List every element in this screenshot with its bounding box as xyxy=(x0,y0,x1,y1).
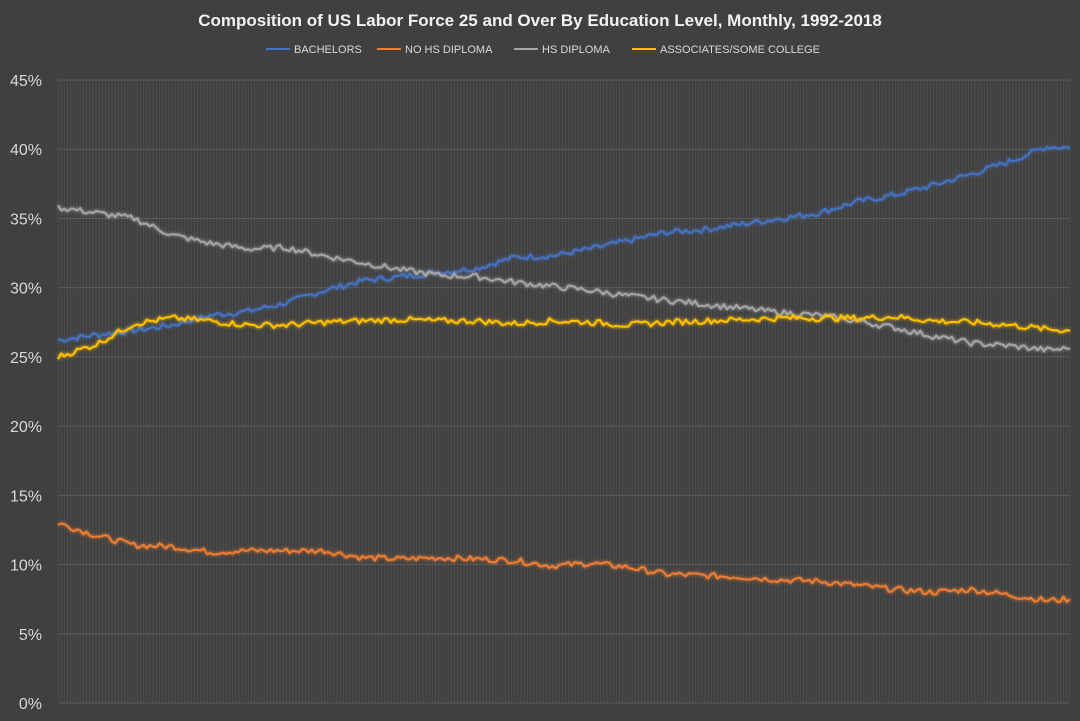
y-tick-label: 30% xyxy=(10,281,42,298)
y-tick-label: 5% xyxy=(19,627,42,644)
y-axis: 0% 5% 10% 15% 20% 25% 30% 35% 40% 45% xyxy=(10,73,42,713)
y-tick-label: 40% xyxy=(10,142,42,159)
y-tick-label: 35% xyxy=(10,211,42,228)
y-tick-label: 0% xyxy=(19,696,42,713)
legend-label: ASSOCIATES/SOME COLLEGE xyxy=(660,44,820,56)
series-line xyxy=(57,204,1071,353)
series-line xyxy=(57,145,1071,343)
series-line xyxy=(57,313,1071,360)
legend-label: BACHELORS xyxy=(294,44,362,56)
grid xyxy=(57,79,1071,704)
legend-label: HS DIPLOMA xyxy=(542,44,611,56)
legend: BACHELORS NO HS DIPLOMA HS DIPLOMA ASSOCIAT… xyxy=(266,44,820,56)
y-tick-label: 45% xyxy=(10,73,42,90)
series-line xyxy=(57,522,1071,603)
y-tick-label: 15% xyxy=(10,488,42,505)
y-tick-label: 10% xyxy=(10,558,42,575)
chart-title: Composition of US Labor Force 25 and Ove… xyxy=(198,11,882,30)
y-tick-label: 25% xyxy=(10,350,42,367)
series-group xyxy=(57,145,1071,603)
legend-label: NO HS DIPLOMA xyxy=(405,44,493,56)
y-tick-label: 20% xyxy=(10,419,42,436)
